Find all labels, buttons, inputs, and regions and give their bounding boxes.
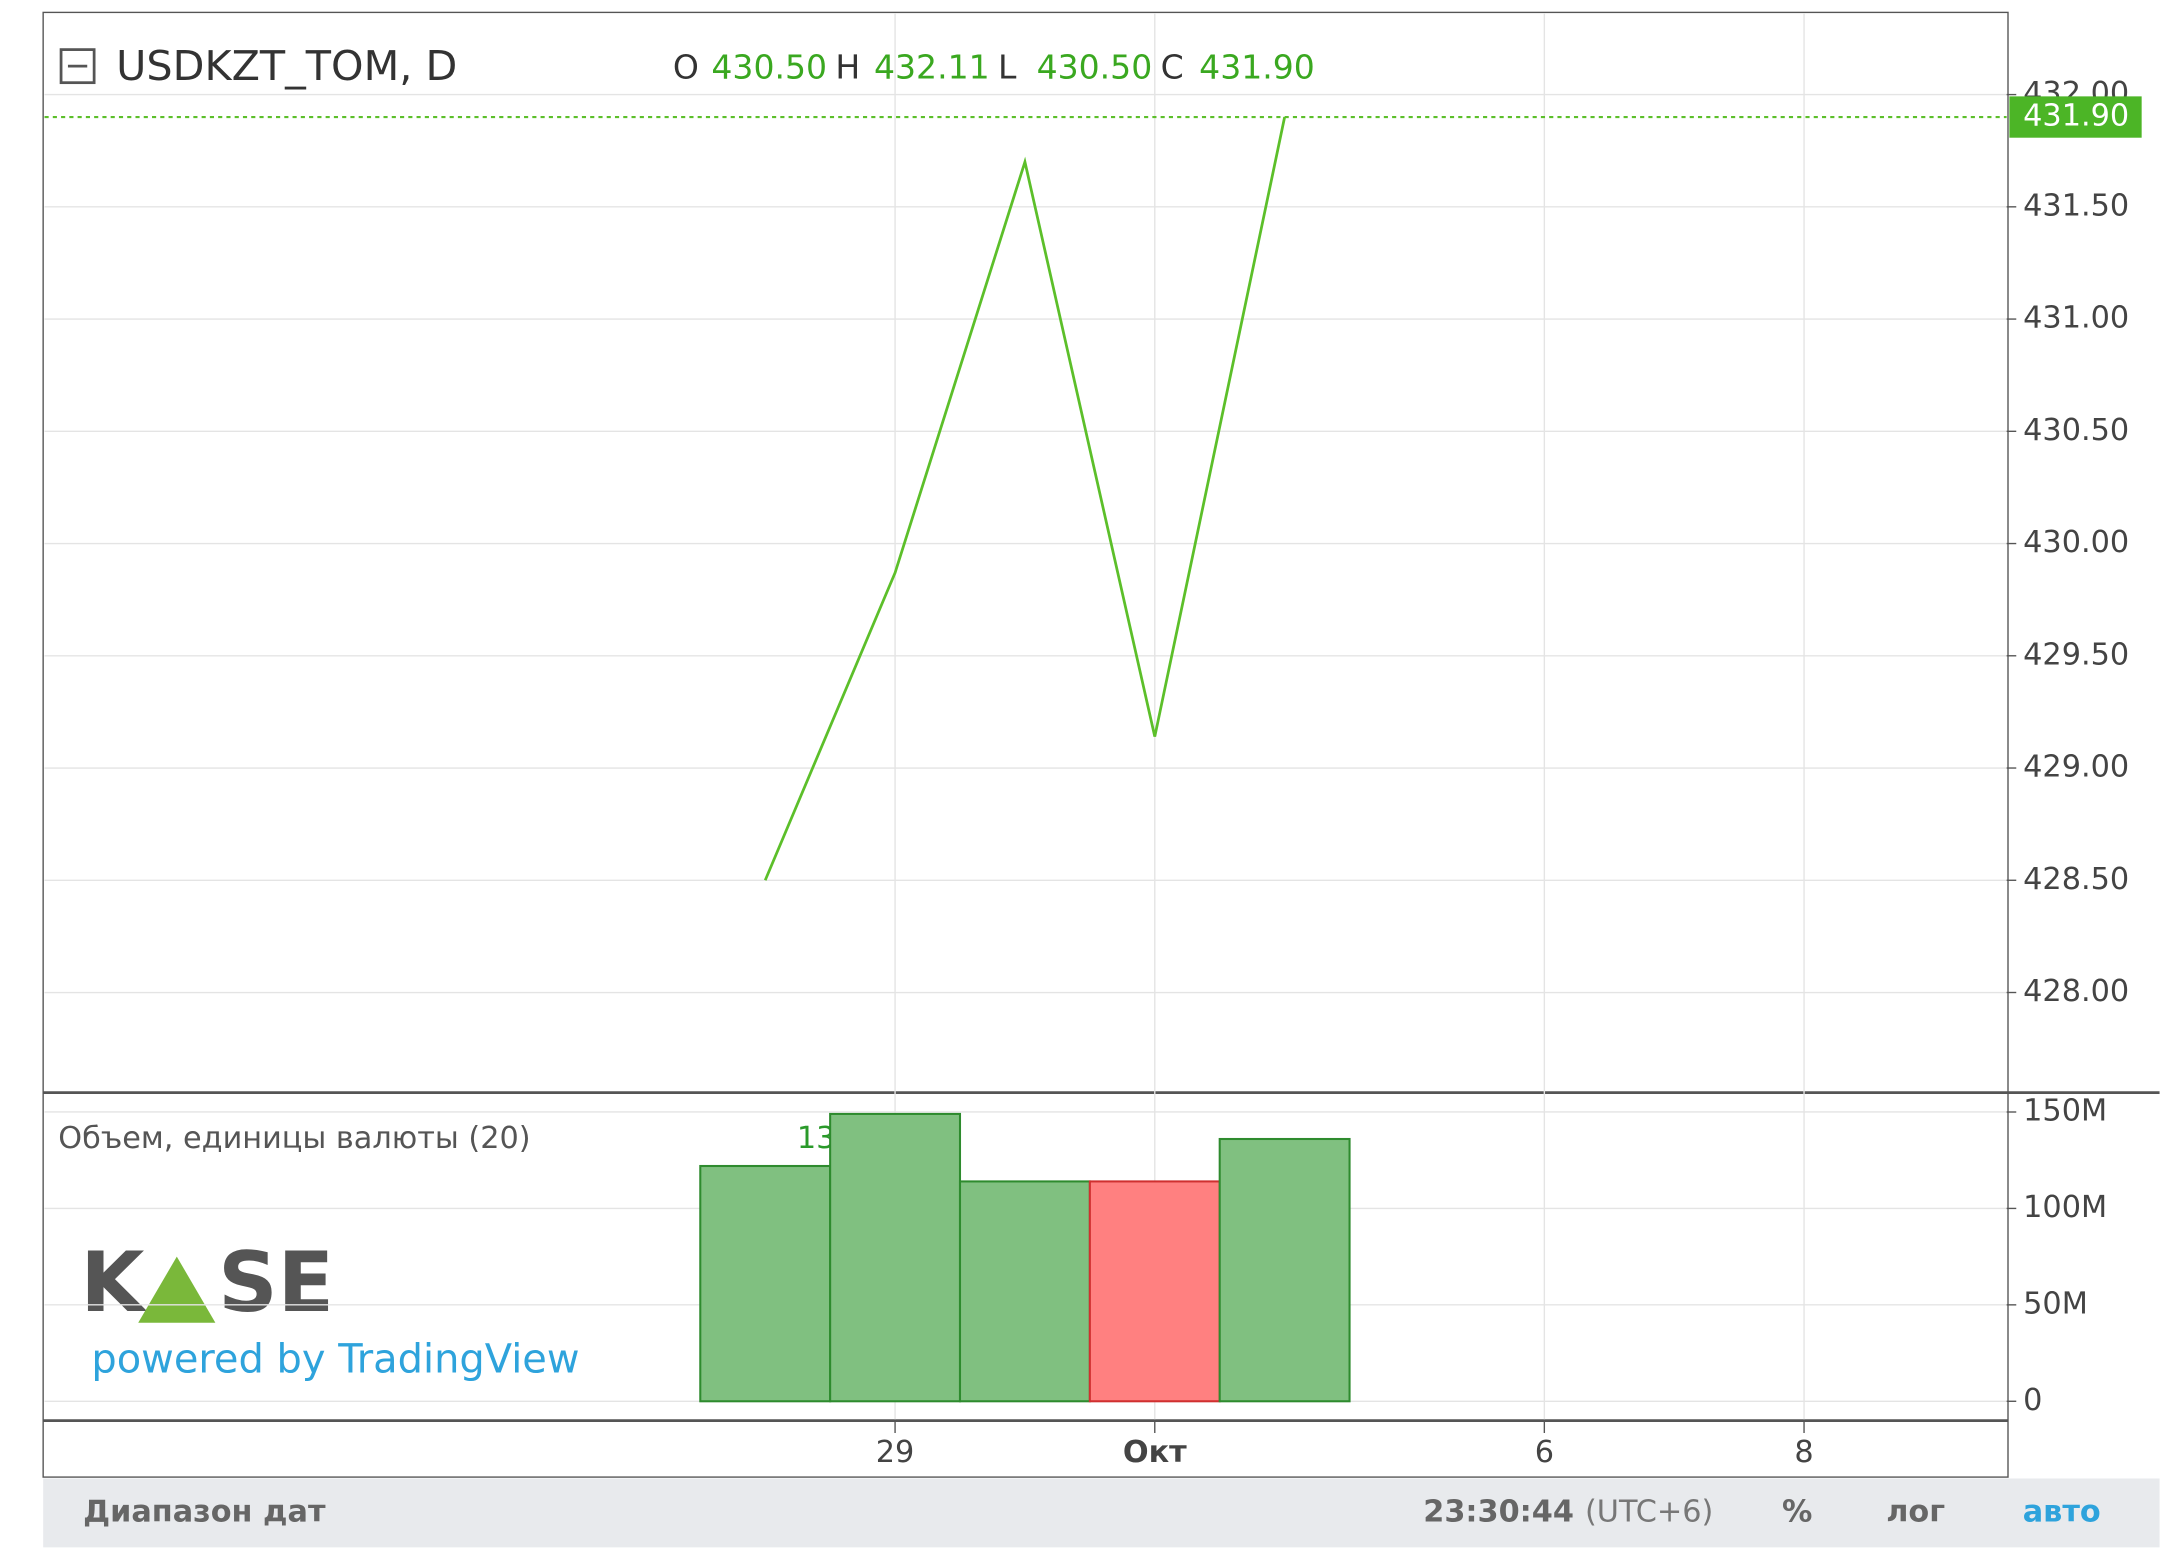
ohlc-key: C xyxy=(1161,47,1184,86)
logo-se: SE xyxy=(218,1235,334,1331)
y-tick-label: 430.00 xyxy=(2023,525,2129,560)
footer-bar xyxy=(43,1478,2160,1548)
ohlc-key: H xyxy=(835,47,860,86)
volume-bar xyxy=(829,1112,962,1403)
price-line xyxy=(763,116,1286,881)
logo-triangle xyxy=(138,1256,216,1323)
volume-bar xyxy=(1218,1137,1351,1403)
volume-title: Объем, единицы валюты (20) xyxy=(58,1121,530,1156)
ohlc-value: 432.11 xyxy=(874,47,990,86)
logo-k: K xyxy=(80,1235,147,1331)
collapse-icon[interactable] xyxy=(59,48,96,85)
x-tick-label: 29 xyxy=(876,1435,915,1470)
volume-bar xyxy=(1088,1180,1221,1403)
volume-bar xyxy=(699,1164,832,1403)
y-tick-label: 150M xyxy=(2023,1093,2107,1128)
y-tick-label: 428.00 xyxy=(2023,974,2129,1009)
ohlc-value: 430.50 xyxy=(711,47,827,86)
clock: 23:30:44 xyxy=(1423,1494,1574,1529)
date-range[interactable]: Диапазон дат xyxy=(83,1494,326,1529)
ohlc-key: L xyxy=(998,47,1017,86)
x-tick-label: Окт xyxy=(1123,1435,1187,1470)
percent-toggle[interactable]: % xyxy=(1782,1494,1812,1529)
auto-toggle[interactable]: авто xyxy=(2023,1494,2101,1529)
log-toggle[interactable]: лог xyxy=(1886,1494,1945,1529)
y-tick-label: 429.50 xyxy=(2023,637,2129,672)
y-tick-label: 431.00 xyxy=(2023,301,2129,336)
ohlc-value: 431.90 xyxy=(1199,47,1315,86)
y-tick-label: 429.00 xyxy=(2023,750,2129,785)
powered-by: powered by TradingView xyxy=(91,1336,579,1382)
frame xyxy=(42,11,2009,1478)
y-tick-label: 100M xyxy=(2023,1190,2107,1225)
last-price-tag xyxy=(2009,96,2142,138)
x-tick-label: 8 xyxy=(1794,1435,1813,1470)
volume-bar xyxy=(958,1180,1091,1403)
ohlc-value: 430.50 xyxy=(1037,47,1153,86)
last-price-label: 431.90 xyxy=(2023,99,2129,134)
symbol: USDKZT_TOM, D xyxy=(116,42,457,90)
x-tick-label: 6 xyxy=(1535,1435,1554,1470)
ohlc-key: O xyxy=(673,47,699,86)
y-tick-label: 431.50 xyxy=(2023,188,2129,223)
y-tick-label: 0 xyxy=(2023,1383,2042,1418)
y-tick-label: 430.50 xyxy=(2023,413,2129,448)
y-tick-label: 50M xyxy=(2023,1286,2088,1321)
ohlc: O 430.50 H 432.11 L 430.50 C 431.90 xyxy=(673,47,1315,86)
y-tick-label: 428.50 xyxy=(2023,862,2129,897)
timezone: (UTC+6) xyxy=(1585,1494,1713,1529)
